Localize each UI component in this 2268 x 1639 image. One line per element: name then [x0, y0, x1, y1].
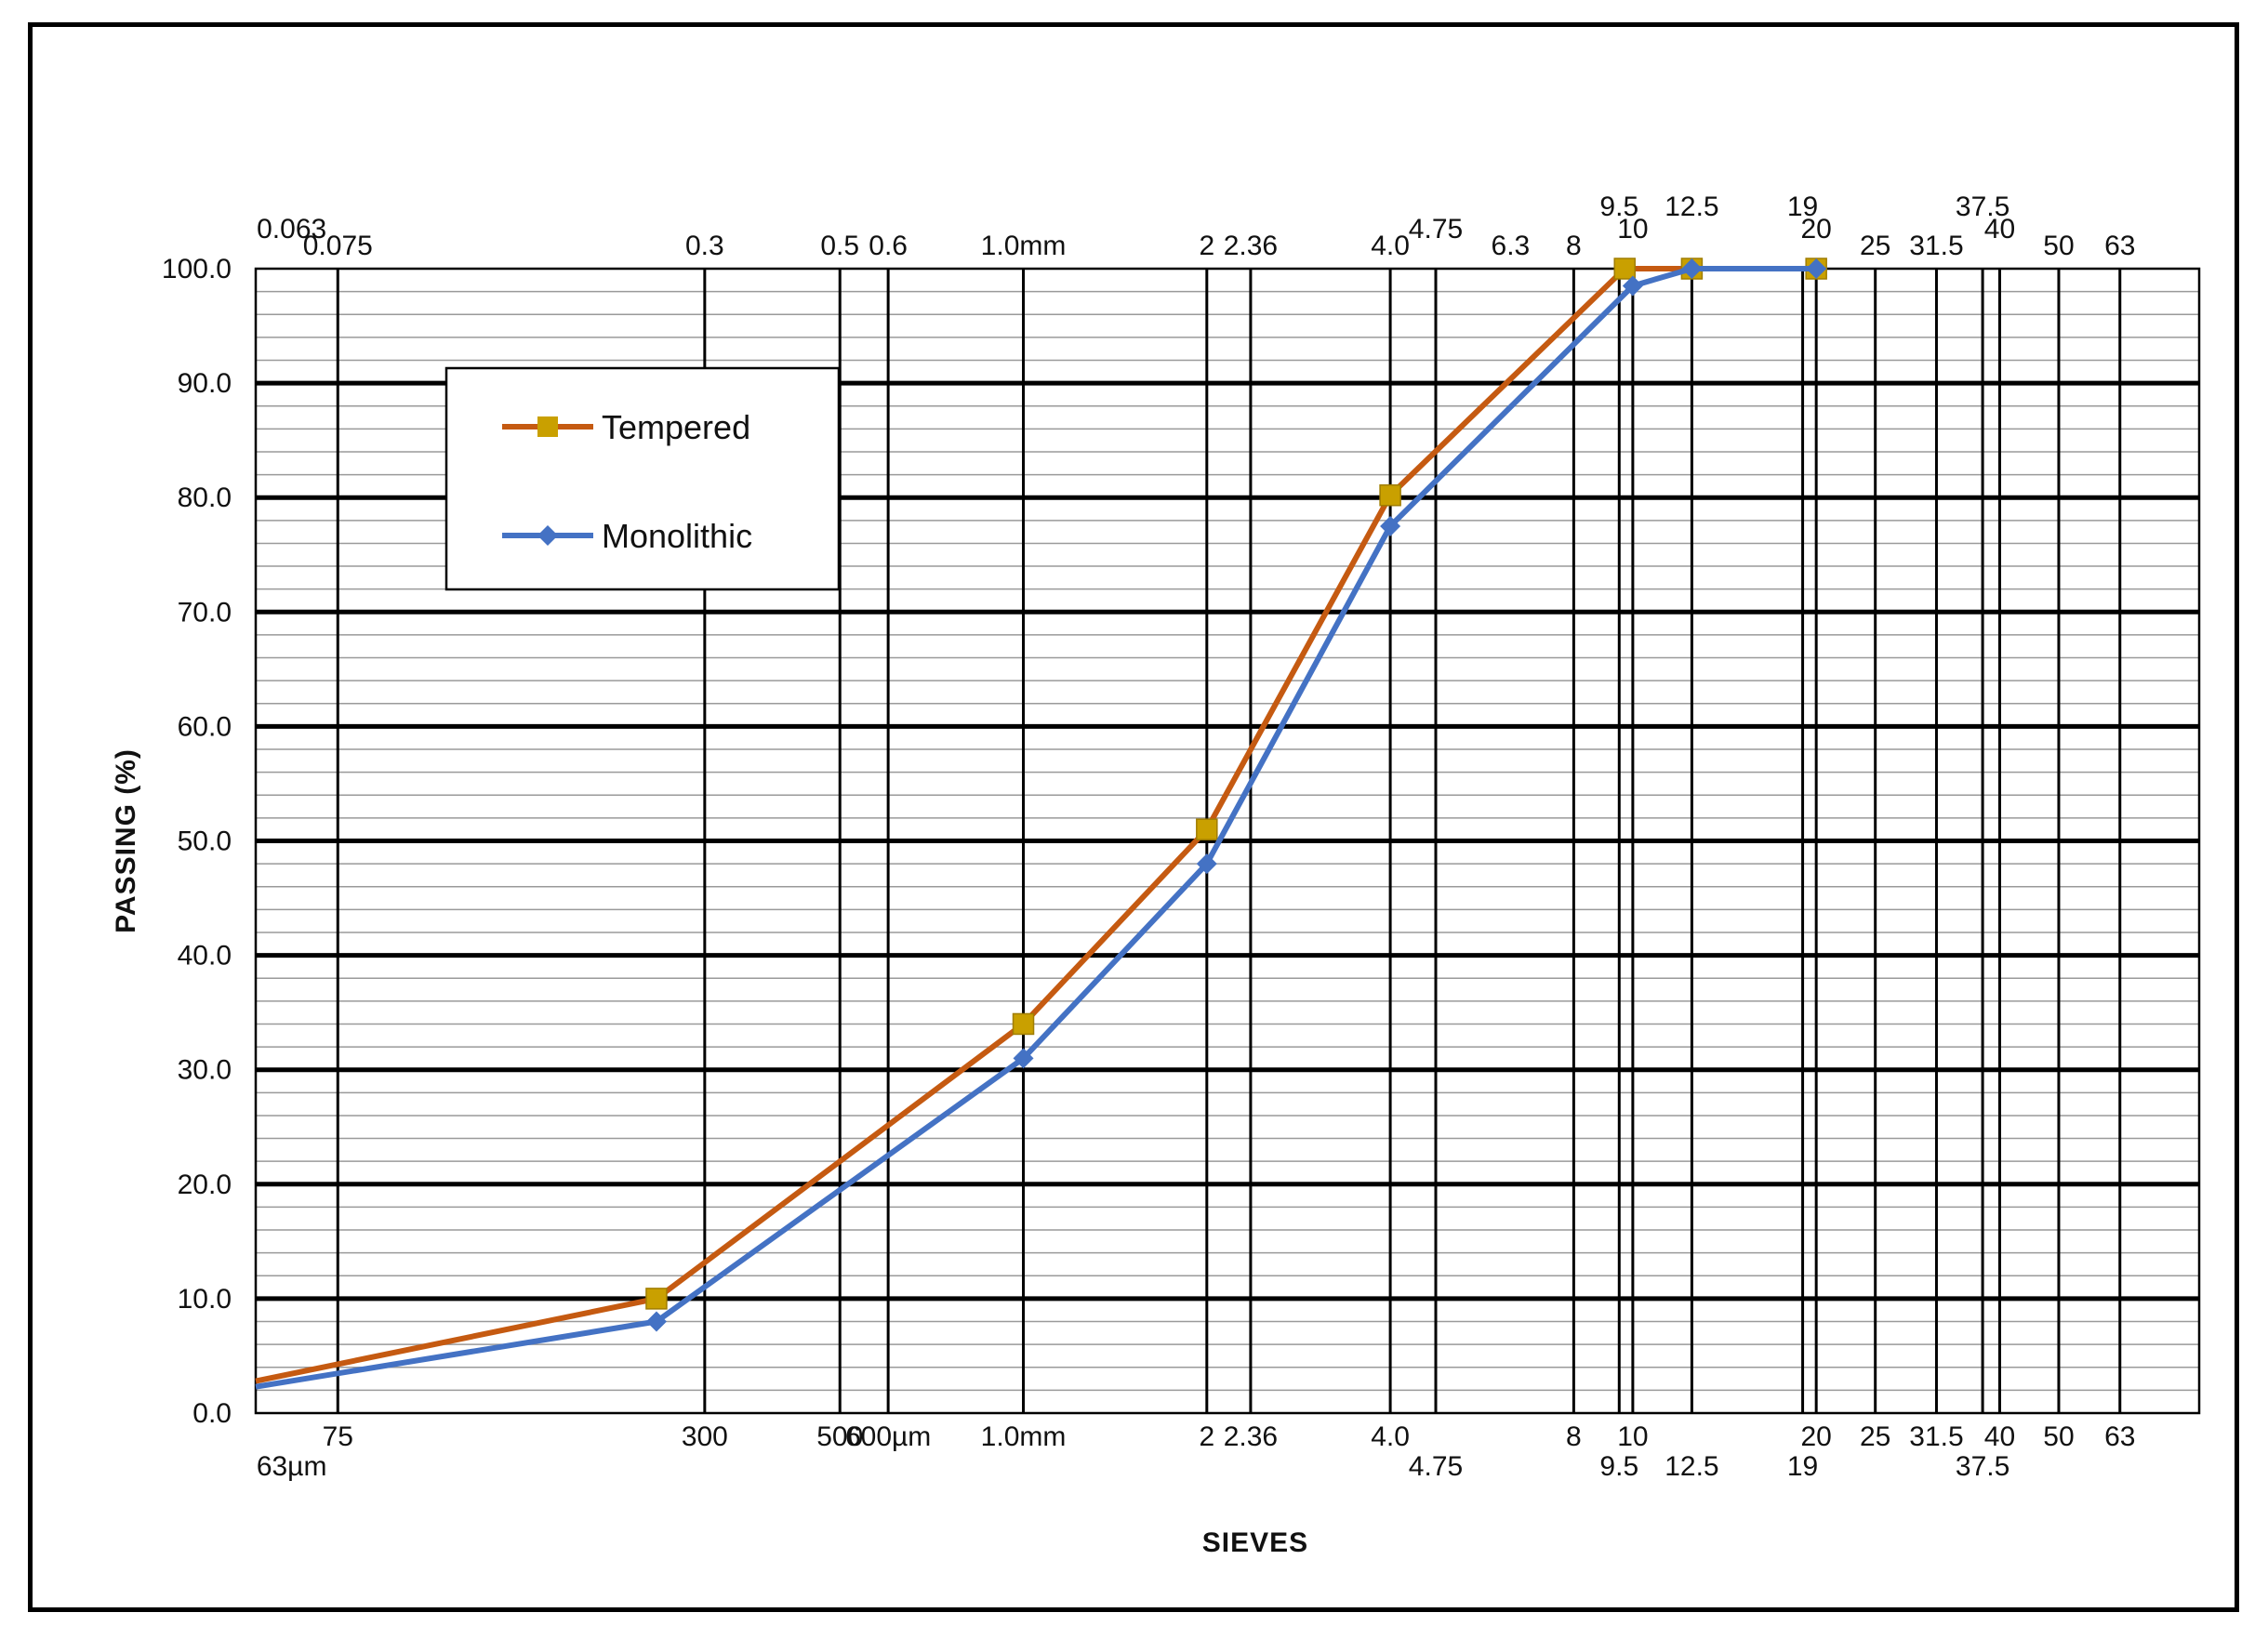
top-sieve-label: 40: [1984, 214, 2015, 245]
data-point-marker: [1196, 853, 1217, 875]
chart-frame: 0.0 10.0 20.0 30.0 40.0 50.0 60.0 70.0 80.0 90.0 1…: [28, 22, 2239, 1612]
top-sieve-label: 4.75: [1409, 214, 1463, 245]
top-sieve-label: 31.5: [1909, 231, 1963, 261]
bottom-sieve-label: 2: [1199, 1421, 1214, 1452]
bottom-sieve-label: 63: [2104, 1421, 2135, 1452]
top-sieve-label: 0.3: [685, 231, 724, 261]
bottom-sieve-label: 1.0mm: [981, 1421, 1067, 1452]
bottom-sieve-label: 63µm: [257, 1451, 327, 1482]
y-tick-label: 40.0: [178, 941, 232, 972]
y-tick-label: 10.0: [178, 1284, 232, 1315]
bottom-sieve-label: 300: [682, 1421, 728, 1452]
bottom-sieve-label: 600µm: [845, 1421, 931, 1452]
data-point-marker: [1013, 1048, 1034, 1069]
y-axis-title: PASSING (%): [111, 748, 141, 933]
y-tick-label: 60.0: [178, 711, 232, 742]
top-sieve-label: 10: [1617, 214, 1648, 245]
legend-swatch-marker: [537, 416, 558, 437]
legend-box: [444, 366, 841, 591]
top-sieve-label: 2.36: [1224, 231, 1278, 261]
top-sieve-label: 4.0: [1371, 231, 1410, 261]
series-line-tempered: [255, 266, 1817, 1384]
top-sieve-label: 50: [2043, 231, 2074, 261]
bottom-sieve-label: 75: [323, 1421, 353, 1452]
top-sieve-label: 0.075: [303, 231, 373, 261]
bottom-sieve-label: 9.5: [1599, 1451, 1638, 1482]
series-line-monolithic: [255, 266, 1817, 1390]
y-tick-label: 90.0: [178, 368, 232, 399]
y-tick-label: 100.0: [162, 254, 232, 284]
data-point-marker: [1681, 258, 1703, 279]
bottom-sieve-label: 8: [1566, 1421, 1582, 1452]
bottom-sieve-label: 4.0: [1371, 1421, 1410, 1452]
data-point-marker: [1622, 275, 1643, 297]
data-point-marker: [645, 1288, 668, 1310]
plot-border: [254, 267, 2201, 1415]
legend-label: Monolithic: [602, 517, 752, 555]
data-point-marker: [1012, 1012, 1035, 1036]
legend: [444, 366, 841, 591]
top-sieve-label: 1.0mm: [981, 231, 1067, 261]
top-sieve-label: 8: [1566, 231, 1582, 261]
bottom-sieve-label: 500: [816, 1421, 863, 1452]
y-tick-label: 30.0: [178, 1055, 232, 1086]
data-point-marker: [1806, 258, 1827, 279]
bottom-sieve-label: 4.75: [1409, 1451, 1463, 1482]
y-tick-label: 70.0: [178, 597, 232, 628]
y-tick-label: 50.0: [178, 826, 232, 857]
top-sieve-label: 20: [1800, 214, 1831, 245]
bottom-sieve-label: 25: [1860, 1421, 1890, 1452]
bottom-sieve-label: 40: [1984, 1421, 2015, 1452]
bottom-sieve-label: 20: [1800, 1421, 1831, 1452]
x-axis-title: SIEVES: [1202, 1527, 1308, 1558]
y-tick-label: 80.0: [178, 482, 232, 513]
grid-lines: [254, 267, 2201, 1415]
data-point-marker: [1380, 515, 1401, 536]
sieve-chart: 0.0 10.0 20.0 30.0 40.0 50.0 60.0 70.0 80.0 90.0 1…: [111, 192, 2201, 1558]
data-point-marker: [645, 1311, 667, 1332]
bottom-sieve-label: 12.5: [1665, 1451, 1718, 1482]
top-sieve-label: 19: [1787, 192, 1818, 222]
top-sieve-label: 6.3: [1492, 231, 1531, 261]
data-point-marker: [1613, 258, 1636, 280]
bottom-sieve-label: 50: [2043, 1421, 2074, 1452]
top-sieve-label: 0.6: [869, 231, 908, 261]
bottom-sieve-label: 19: [1787, 1451, 1818, 1482]
y-tick-label: 20.0: [178, 1170, 232, 1200]
bottom-sieve-label: 10: [1617, 1421, 1648, 1452]
series-monolithic: [255, 258, 1827, 1390]
y-tick-label: 0.0: [192, 1398, 232, 1429]
bottom-sieve-label: 37.5: [1956, 1451, 2009, 1482]
data-point-marker: [1196, 818, 1218, 840]
bottom-sieve-label: 2.36: [1224, 1421, 1278, 1452]
top-sieve-label: 2: [1199, 231, 1214, 261]
top-sieve-label: 0.063: [257, 214, 326, 245]
bottom-sieve-label: 31.5: [1909, 1421, 1963, 1452]
top-sieve-label: 37.5: [1956, 192, 2009, 222]
legend-label: Tempered: [602, 408, 750, 446]
data-point-marker: [1379, 483, 1401, 507]
top-sieve-label: 9.5: [1599, 192, 1638, 222]
top-sieve-label: 0.5: [820, 231, 859, 261]
legend-swatch-marker: [537, 525, 558, 546]
top-sieve-label: 25: [1860, 231, 1890, 261]
top-sieve-label: 63: [2104, 231, 2135, 261]
top-sieve-label: 12.5: [1665, 192, 1718, 222]
